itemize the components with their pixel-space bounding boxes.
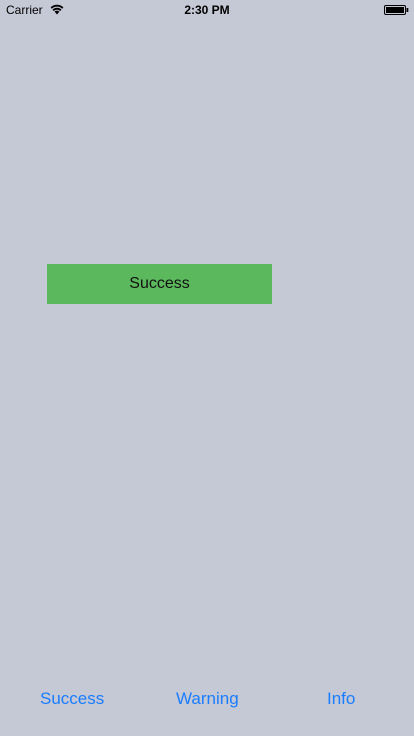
battery-icon xyxy=(384,5,409,15)
warning-button[interactable]: Warning xyxy=(176,689,239,708)
success-button[interactable]: Success xyxy=(40,689,105,708)
bottom-toolbar: Success Warning Info xyxy=(0,680,414,720)
status-time: 2:30 PM xyxy=(184,3,230,17)
carrier-label: Carrier xyxy=(6,3,43,17)
info-button[interactable]: Info xyxy=(327,689,356,708)
alert-message: Success xyxy=(129,275,190,292)
status-bar: Carrier 2:30 PM xyxy=(0,0,414,20)
success-alert-banner: Success xyxy=(47,264,272,304)
wifi-icon xyxy=(50,4,64,15)
